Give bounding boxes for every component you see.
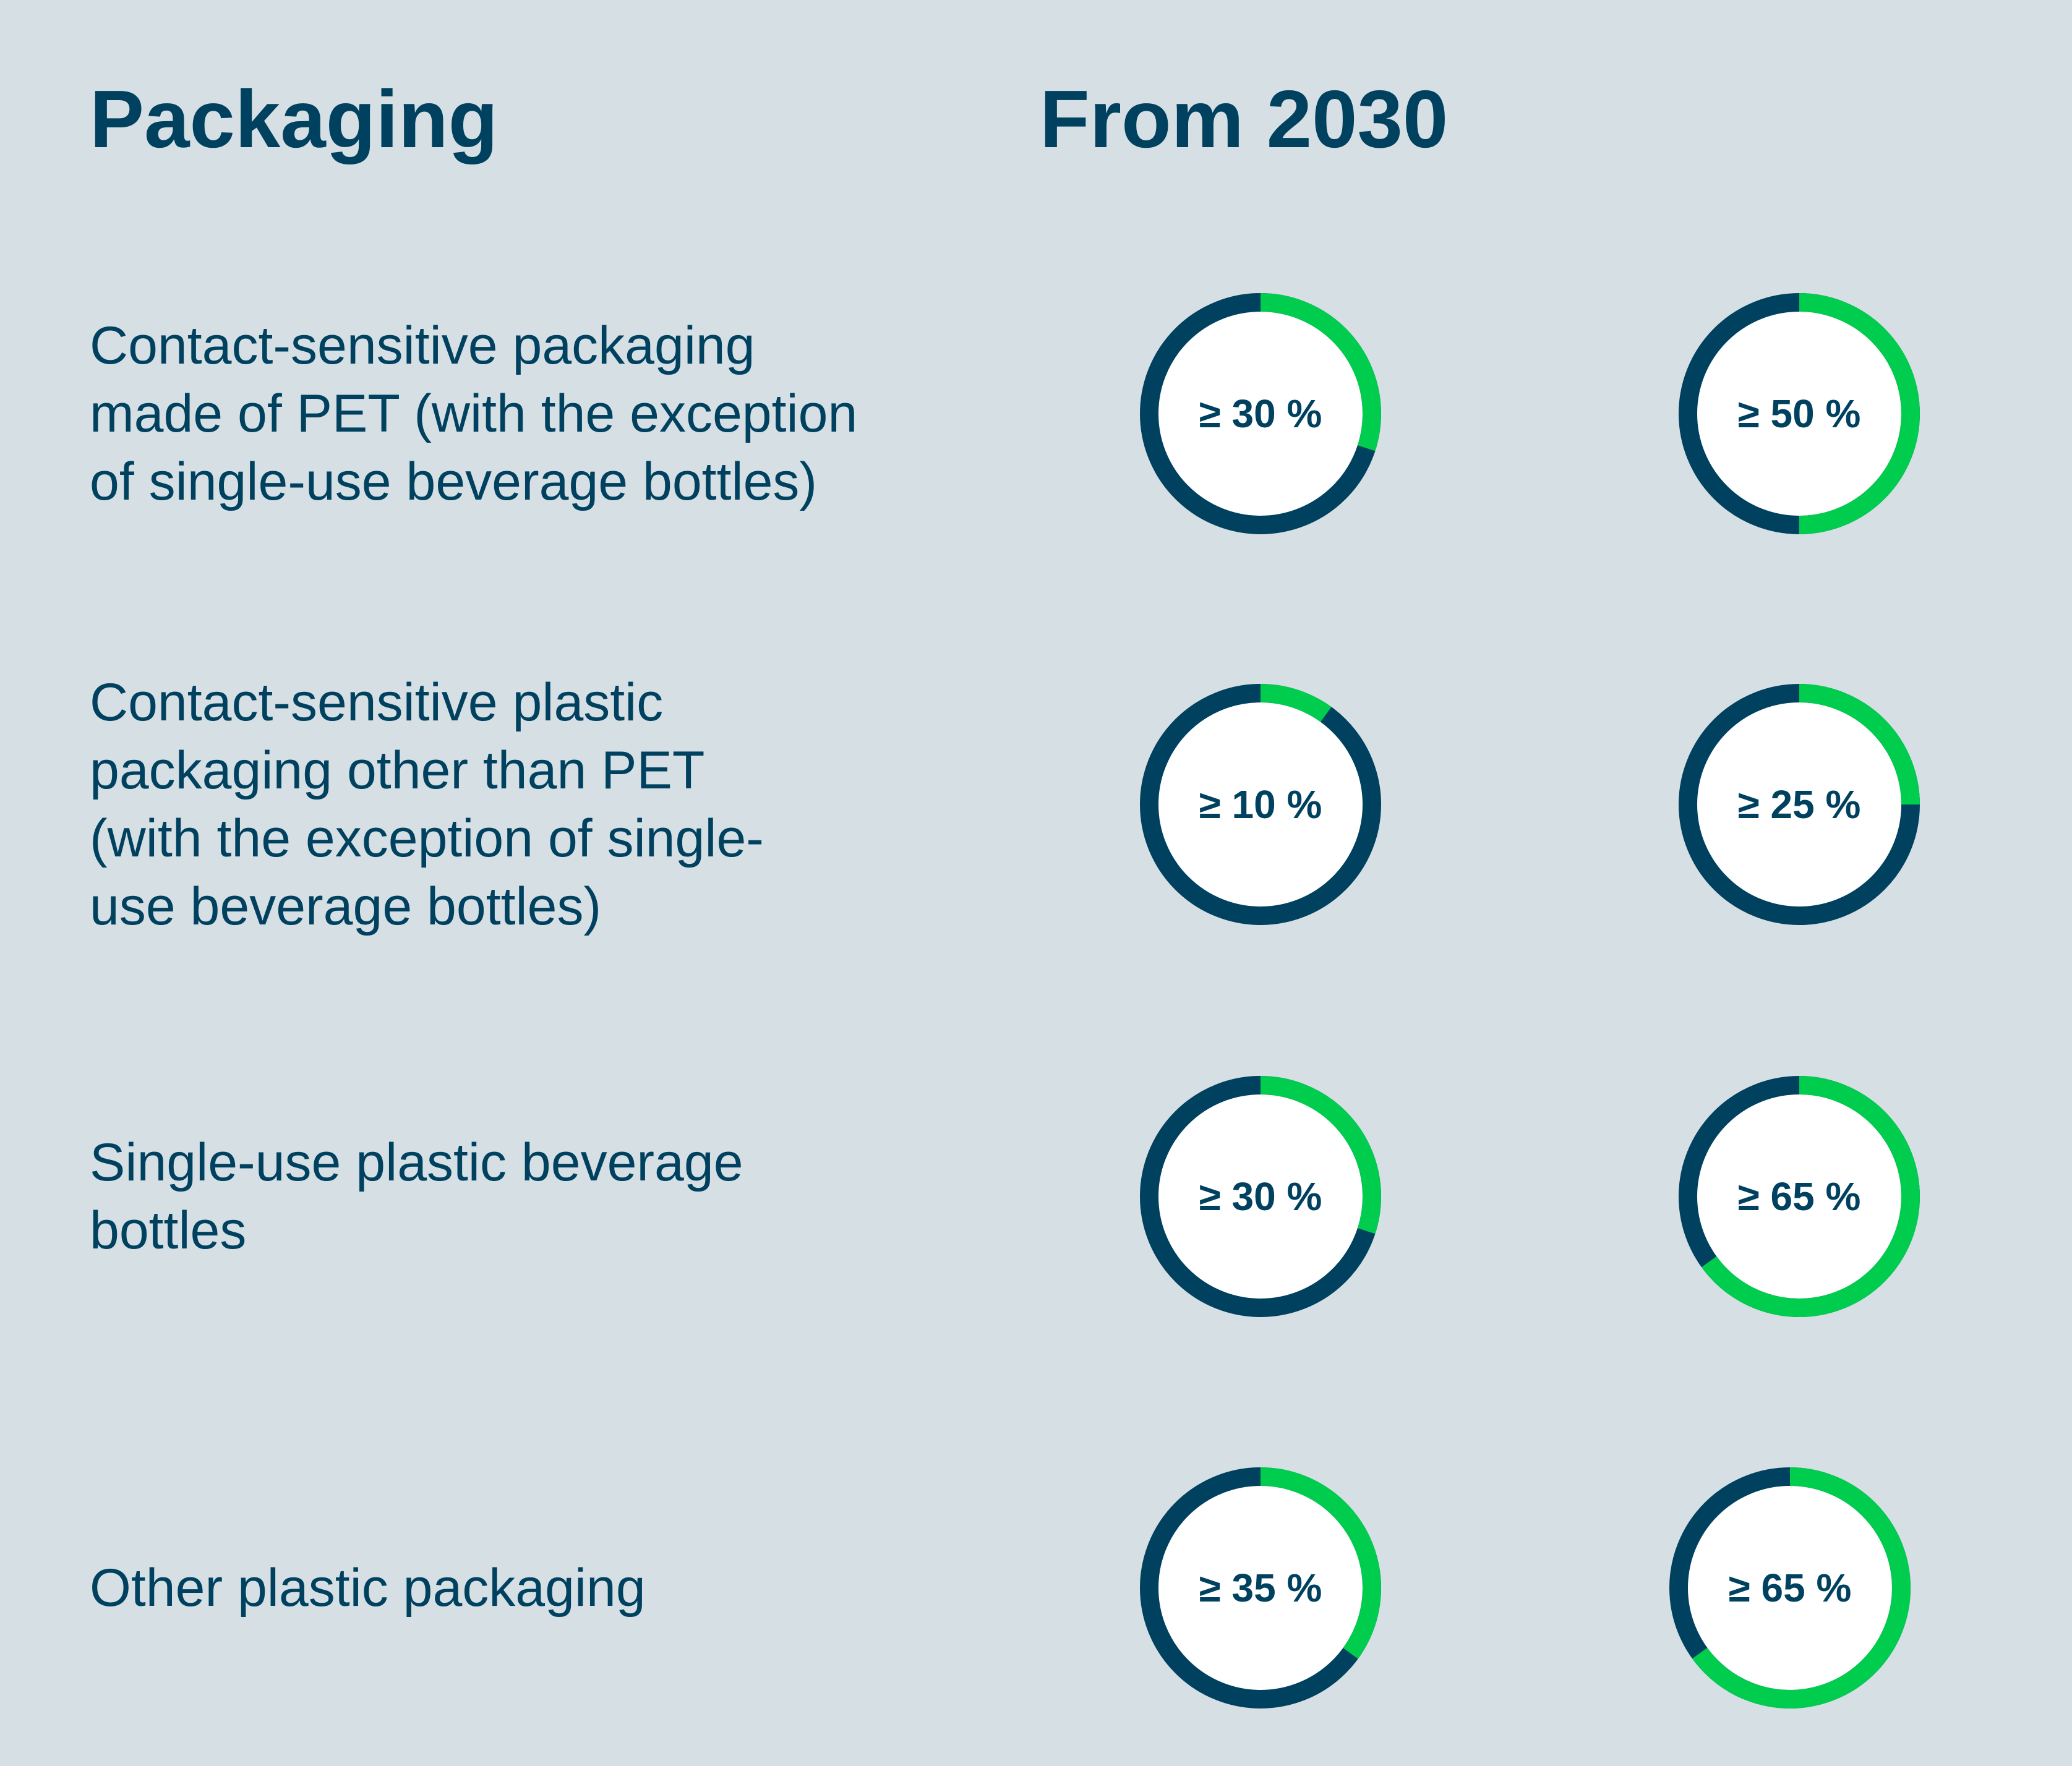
donut-value-label: ≥ 25 %: [1737, 782, 1861, 827]
row-label-line: Contact-sensitive packaging: [90, 316, 755, 375]
donut-value-label: ≥ 30 %: [1199, 1174, 1322, 1219]
row-label-line: packaging other than PET: [90, 741, 705, 800]
donut-value-label: ≥ 65 %: [1737, 1174, 1861, 1219]
donut-chart: [1679, 1076, 1920, 1317]
column-header-packaging: Packaging: [90, 74, 499, 164]
row-label: Single-use plastic beverage bottles: [90, 1128, 1079, 1265]
donut-value-label: ≥ 10 %: [1199, 782, 1322, 827]
donut-value-label: ≥ 30 %: [1199, 391, 1322, 436]
row-label-line: use beverage bottles): [90, 877, 602, 936]
donut-value-arc: [1140, 1467, 1381, 1708]
row-label-line: bottles: [90, 1201, 247, 1260]
donut-value-arc: [1679, 684, 1920, 925]
row-label: Contact-sensitive plastic packaging other…: [90, 668, 1079, 941]
donut-chart: [1679, 293, 1920, 534]
row-label-line: Single-use plastic beverage: [90, 1133, 743, 1192]
donut-value-arc: [1140, 684, 1381, 925]
donut-chart: [1140, 293, 1381, 534]
donut-value-arc: [1679, 1076, 1920, 1317]
column-header-from-2030: From 2030: [1040, 74, 1449, 164]
row-label-line: of single-use beverage bottles): [90, 452, 818, 511]
donut-chart: [1140, 1076, 1381, 1317]
donut-chart: [1669, 1467, 1911, 1708]
row-label-line: Contact-sensitive plastic: [90, 673, 664, 732]
donut-value-label: ≥ 35 %: [1199, 1566, 1322, 1610]
row-label: Contact-sensitive packaging made of PET (…: [90, 312, 1079, 516]
donut-chart: [1140, 684, 1381, 925]
donut-value-arc: [1669, 1467, 1911, 1708]
donut-value-label: ≥ 65 %: [1728, 1566, 1852, 1610]
donut-value-label: ≥ 50 %: [1737, 391, 1861, 436]
row-label-line: (with the exception of single-: [90, 809, 764, 868]
donut-value-arc: [1140, 293, 1381, 534]
donut-chart: [1679, 684, 1920, 925]
donut-chart: [1140, 1467, 1381, 1708]
donut-value-arc: [1140, 1076, 1381, 1317]
row-label: Other plastic packaging: [90, 1554, 1079, 1622]
row-label-line: made of PET (with the exception: [90, 384, 858, 443]
row-label-line: Other plastic packaging: [90, 1558, 646, 1618]
donut-value-arc: [1679, 293, 1920, 534]
